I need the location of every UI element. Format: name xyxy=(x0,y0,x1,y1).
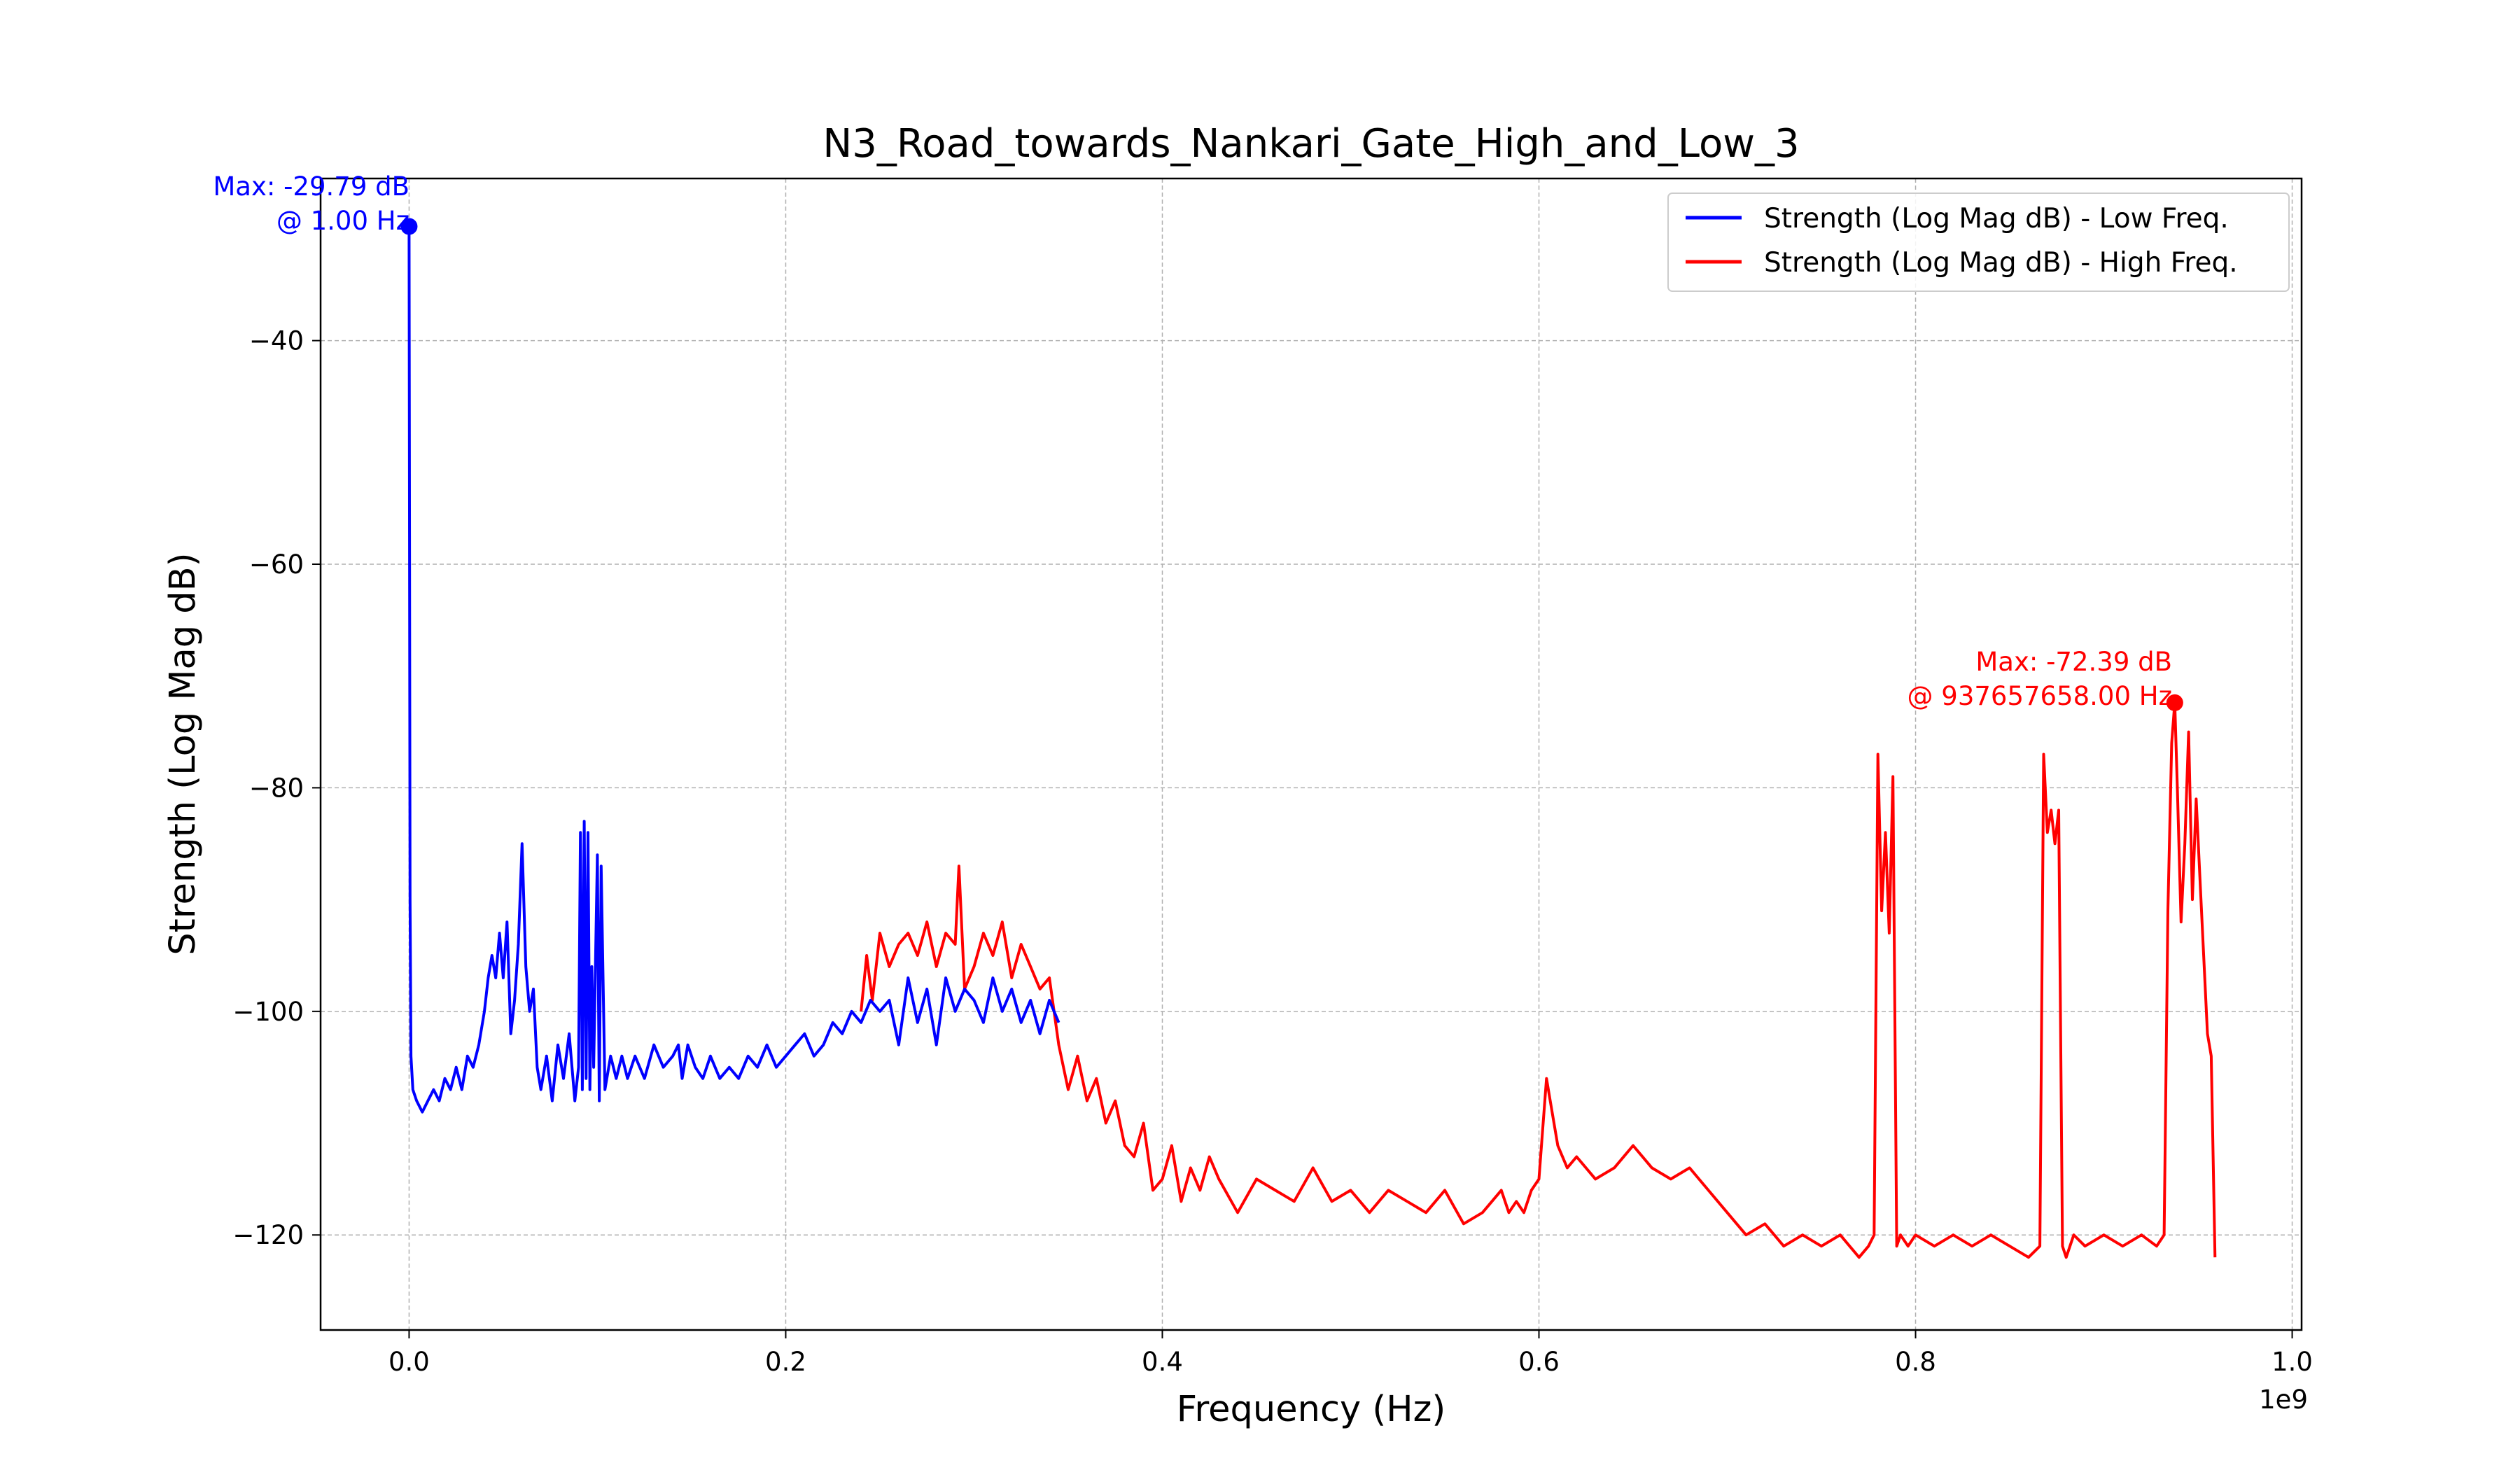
annotation-low-max-line2: @ 1.00 Hz xyxy=(276,206,410,236)
x-tick-label: 0.6 xyxy=(1518,1347,1560,1377)
y-tick-label: −40 xyxy=(249,326,304,356)
series-low-freq-line xyxy=(407,226,1060,1114)
max-markers xyxy=(400,218,2183,711)
plot-frame xyxy=(319,177,2303,1331)
max-marker-low xyxy=(400,218,418,235)
annotation-low-max: Max: -29.79 dB @ 1.00 Hz xyxy=(213,172,410,236)
x-tick-label: 0.0 xyxy=(388,1347,430,1377)
annotation-high-max-line2: @ 937657658.00 Hz xyxy=(1907,681,2172,711)
gridlines xyxy=(321,178,2302,1330)
y-tick-label: −100 xyxy=(232,997,304,1027)
x-tick-label: 0.8 xyxy=(1895,1347,1936,1377)
legend-box xyxy=(1667,192,2290,292)
chart-title: N3_Road_towards_Nankari_Gate_High_and_Lo… xyxy=(822,121,1799,167)
annotation-high-max-line1: Max: -72.39 dB xyxy=(1975,647,2172,677)
series-layer xyxy=(407,226,2217,1259)
legend-label-low: Strength (Log Mag dB) - Low Freq. xyxy=(1764,203,2229,234)
y-axis-label: Strength (Log Mag dB) xyxy=(162,552,204,955)
x-axis-offset-label: 1e9 xyxy=(2259,1385,2308,1415)
max-marker-high xyxy=(2166,694,2183,711)
x-tick-label: 1.0 xyxy=(2272,1347,2313,1377)
y-tick-label: −80 xyxy=(249,773,304,803)
annotation-high-max: Max: -72.39 dB @ 937657658.00 Hz xyxy=(1907,647,2172,711)
x-tick-label: 0.2 xyxy=(765,1347,806,1377)
annotation-low-max-line1: Max: -29.79 dB xyxy=(213,172,410,202)
y-tick-label: −120 xyxy=(232,1220,304,1250)
legend-label-high: Strength (Log Mag dB) - High Freq. xyxy=(1764,247,2238,279)
x-axis-label: Frequency (Hz) xyxy=(1177,1389,1446,1430)
y-tick-label: −60 xyxy=(249,550,304,580)
series-high-freq-line xyxy=(860,701,2217,1259)
legend: Strength (Log Mag dB) - Low Freq. Streng… xyxy=(1667,192,2290,292)
x-tick-label: 0.4 xyxy=(1142,1347,1183,1377)
axis-ticks: 0.0 0.2 0.4 0.6 0.8 1.0 −40 −60 −80 −100 −120 xyxy=(232,326,2313,1377)
